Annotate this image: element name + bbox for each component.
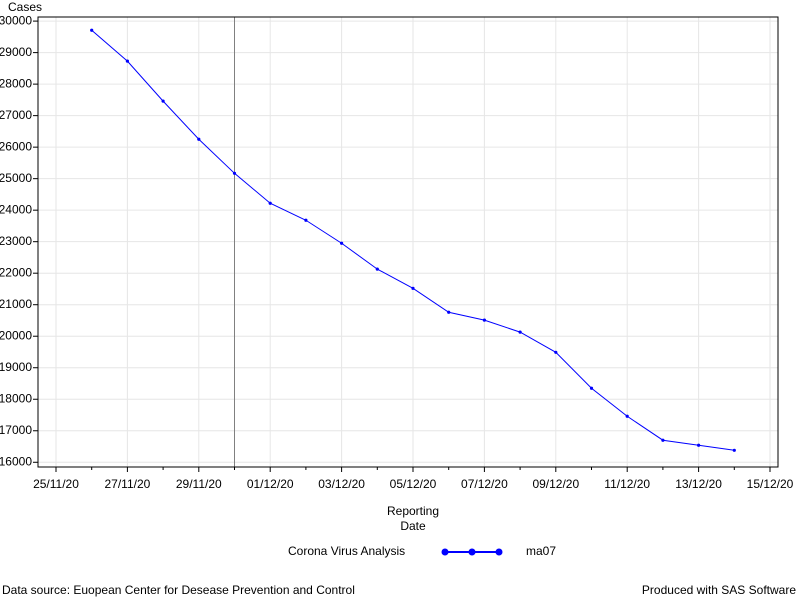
point <box>375 267 379 271</box>
x-tick-label: 25/11/20 <box>33 477 79 491</box>
x-tick-label: 29/11/20 <box>176 477 222 491</box>
y-tick-label: 20000 <box>0 328 32 342</box>
point <box>697 443 701 447</box>
y-tick-label: 27000 <box>0 108 32 122</box>
y-tick-label: 30000 <box>0 13 32 27</box>
x-tick-label: 27/11/20 <box>104 477 150 491</box>
y-tick-label: 19000 <box>0 360 32 374</box>
plot-frame <box>37 16 779 468</box>
legend-label: ma07 <box>526 544 556 558</box>
point <box>125 59 129 63</box>
x-tick-label: 01/12/20 <box>247 477 294 491</box>
legend-marker <box>441 548 449 556</box>
x-tick-label: 11/12/20 <box>604 477 650 491</box>
x-tick-label: 05/12/20 <box>390 477 437 491</box>
y-tick-label: 26000 <box>0 139 32 153</box>
point <box>589 386 594 390</box>
point <box>340 241 344 245</box>
legend-title: Corona Virus Analysis <box>288 544 405 558</box>
point <box>411 286 415 290</box>
point <box>90 28 94 32</box>
legend-marker <box>495 548 503 556</box>
y-tick-label: 17000 <box>0 423 32 437</box>
y-tick-label: 18000 <box>0 391 32 405</box>
y-tick-label: 21000 <box>0 297 32 311</box>
y-tick-label: 28000 <box>0 76 32 90</box>
footer-left: Data source: Euopean Center for Desease … <box>2 583 355 597</box>
point <box>268 201 272 205</box>
point <box>518 330 522 334</box>
point <box>554 350 558 354</box>
x-axis-label: Reporting Date <box>386 504 440 533</box>
point <box>625 414 629 418</box>
footer-right: Produced with SAS Software <box>642 583 796 597</box>
x-tick-label: 15/12/20 <box>747 477 794 491</box>
y-axis-label: Cases <box>8 0 42 14</box>
point <box>304 218 308 222</box>
point <box>661 438 665 442</box>
x-tick-label: 07/12/20 <box>461 477 508 491</box>
y-tick-label: 22000 <box>0 265 32 279</box>
legend-marker <box>468 548 476 556</box>
point <box>232 171 237 175</box>
point <box>732 448 736 452</box>
y-tick-label: 24000 <box>0 202 32 216</box>
point <box>161 99 165 103</box>
x-tick-label: 03/12/20 <box>318 477 365 491</box>
y-tick-label: 23000 <box>0 234 32 248</box>
y-tick-label: 25000 <box>0 171 32 185</box>
y-tick-label: 16000 <box>0 454 32 468</box>
point <box>197 137 201 141</box>
x-tick-label: 09/12/20 <box>532 477 579 491</box>
point <box>482 318 486 322</box>
x-tick-label: 13/12/20 <box>675 477 722 491</box>
y-tick-label: 29000 <box>0 45 32 59</box>
point <box>447 310 451 314</box>
